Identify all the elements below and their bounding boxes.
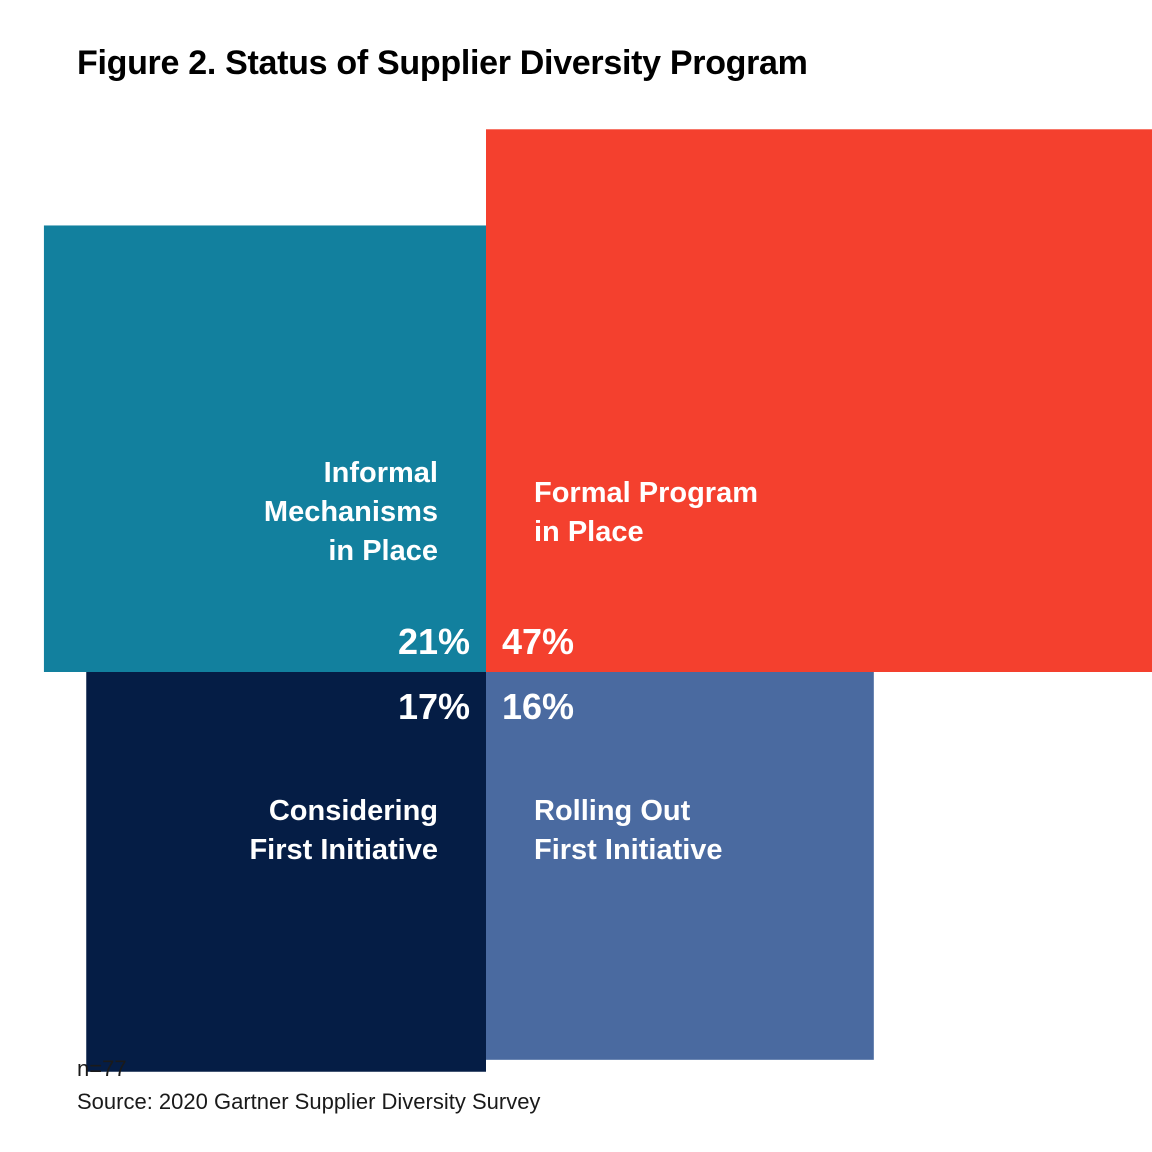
value-label-formal-program: 47% (502, 621, 574, 662)
chart-title: Figure 2. Status of Supplier Diversity P… (77, 44, 808, 82)
sample-size-note: n=77 (77, 1056, 127, 1081)
value-label-informal-mechanisms: 21% (398, 621, 470, 662)
category-label-formal-program: Formal Program in Place (534, 477, 758, 548)
value-label-considering-first-initiative: 17% (398, 686, 470, 727)
value-label-rolling-out-first-initiative: 16% (502, 686, 574, 727)
source-note: Source: 2020 Gartner Supplier Diversity … (77, 1089, 541, 1114)
segment-formal-program (486, 129, 1152, 672)
category-label-considering-first-initiative: Considering First Initiative (249, 795, 438, 866)
segment-considering-first-initiative (86, 672, 487, 1072)
category-label-rolling-out-first-initiative: Rolling Out First Initiative (534, 795, 723, 866)
category-label-informal-mechanisms: Informal Mechanisms in Place (264, 457, 438, 567)
segment-rolling-out-first-initiative (486, 672, 874, 1060)
segment-informal-mechanisms (43, 225, 486, 672)
